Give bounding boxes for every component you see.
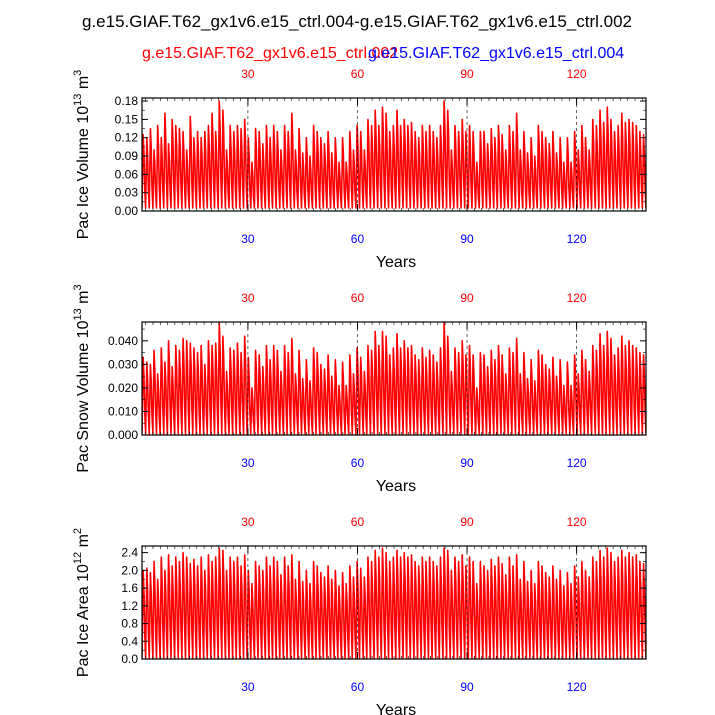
y-tick-label: 0.06	[115, 167, 139, 181]
series-line-ctrl-002	[142, 100, 646, 209]
y-tick-label: 0.000	[108, 428, 138, 442]
x-tick-label-top: 60	[351, 515, 365, 529]
legend-label-ctrl-002: g.e15.GIAF.T62_gx1v6.e15_ctrl.002	[142, 45, 398, 62]
x-tick-label-bottom: 90	[460, 680, 474, 694]
x-tick-label-top: 90	[460, 291, 474, 305]
y-tick-label: 0.8	[121, 617, 138, 631]
y-axis-label: Pac Ice Volume 1013 m3	[72, 70, 92, 240]
y-tick-label: 1.2	[121, 599, 138, 613]
y-tick-label: 0.020	[108, 381, 138, 395]
y-tick-label: 0.09	[115, 149, 139, 163]
x-tick-label-bottom: 60	[351, 456, 365, 470]
x-tick-label-bottom: 60	[351, 680, 365, 694]
x-tick-label-top: 30	[241, 291, 255, 305]
y-tick-label: 0.00	[115, 204, 139, 218]
x-tick-label-top: 120	[567, 67, 587, 81]
plot-area	[142, 547, 646, 659]
x-tick-label-bottom: 120	[567, 232, 587, 246]
plot-area	[142, 322, 646, 435]
x-tick-label-top: 60	[351, 67, 365, 81]
x-axis-label: Years	[376, 254, 416, 271]
plot-area	[142, 100, 646, 209]
legend-label-ctrl-004: g.e15.GIAF.T62_gx1v6.e15_ctrl.004	[368, 45, 624, 62]
y-axis-label: Pac Snow Volume 1013 m3	[72, 284, 92, 472]
y-tick-label: 0.0	[121, 652, 138, 666]
y-tick-label: 2.0	[121, 563, 138, 577]
x-tick-label-bottom: 60	[351, 232, 365, 246]
y-tick-label: 0.15	[115, 112, 139, 126]
x-tick-label-top: 120	[567, 291, 587, 305]
x-axis-label: Years	[376, 478, 416, 495]
x-tick-label-bottom: 120	[567, 680, 587, 694]
y-tick-label: 2.4	[121, 546, 138, 560]
panel-3: 30 30 60 60 90 90 120 120 0.0 0.4 0.8 1.2 1.6 2.0 2.4 Y…	[72, 515, 647, 715]
y-tick-label: 0.030	[108, 357, 138, 371]
y-tick-label: 0.010	[108, 404, 138, 418]
y-tick-label: 0.4	[121, 634, 138, 648]
panel-1: 30 30 60 60 90 90 120 120 0.00 0.03 0.06 0.09 0.12 0.…	[72, 67, 647, 271]
y-tick-label: 0.12	[115, 131, 139, 145]
x-tick-label-top: 30	[241, 515, 255, 529]
panel-2: 30 30 60 60 90 90 120 120 0.000 0.010 0.020 0.030 0.…	[72, 284, 647, 495]
y-tick-label: 0.040	[108, 334, 138, 348]
x-tick-label-top: 30	[241, 67, 255, 81]
x-tick-label-bottom: 120	[567, 456, 587, 470]
x-tick-label-top: 90	[460, 67, 474, 81]
x-tick-label-top: 120	[567, 515, 587, 529]
y-tick-label: 0.03	[115, 186, 139, 200]
series-line-ctrl-002	[142, 322, 646, 435]
figure-title: g.e15.GIAF.T62_gx1v6.e15_ctrl.004-g.e15.…	[82, 12, 632, 31]
y-axis-label: Pac Ice Area 1012 m2	[72, 528, 92, 677]
x-tick-label-bottom: 90	[460, 232, 474, 246]
x-tick-label-bottom: 30	[241, 232, 255, 246]
x-tick-label-top: 60	[351, 291, 365, 305]
x-tick-label-bottom: 30	[241, 680, 255, 694]
x-tick-label-bottom: 90	[460, 456, 474, 470]
x-tick-label-top: 90	[460, 515, 474, 529]
panels: 30 30 60 60 90 90 120 120 0.00 0.03 0.06 0.09 0.12 0.…	[72, 67, 647, 715]
y-tick-label: 0.18	[115, 94, 139, 108]
x-tick-label-bottom: 30	[241, 456, 255, 470]
x-axis-label: Years	[376, 702, 416, 715]
y-tick-label: 1.6	[121, 581, 138, 595]
series-line-ctrl-002	[142, 547, 646, 659]
